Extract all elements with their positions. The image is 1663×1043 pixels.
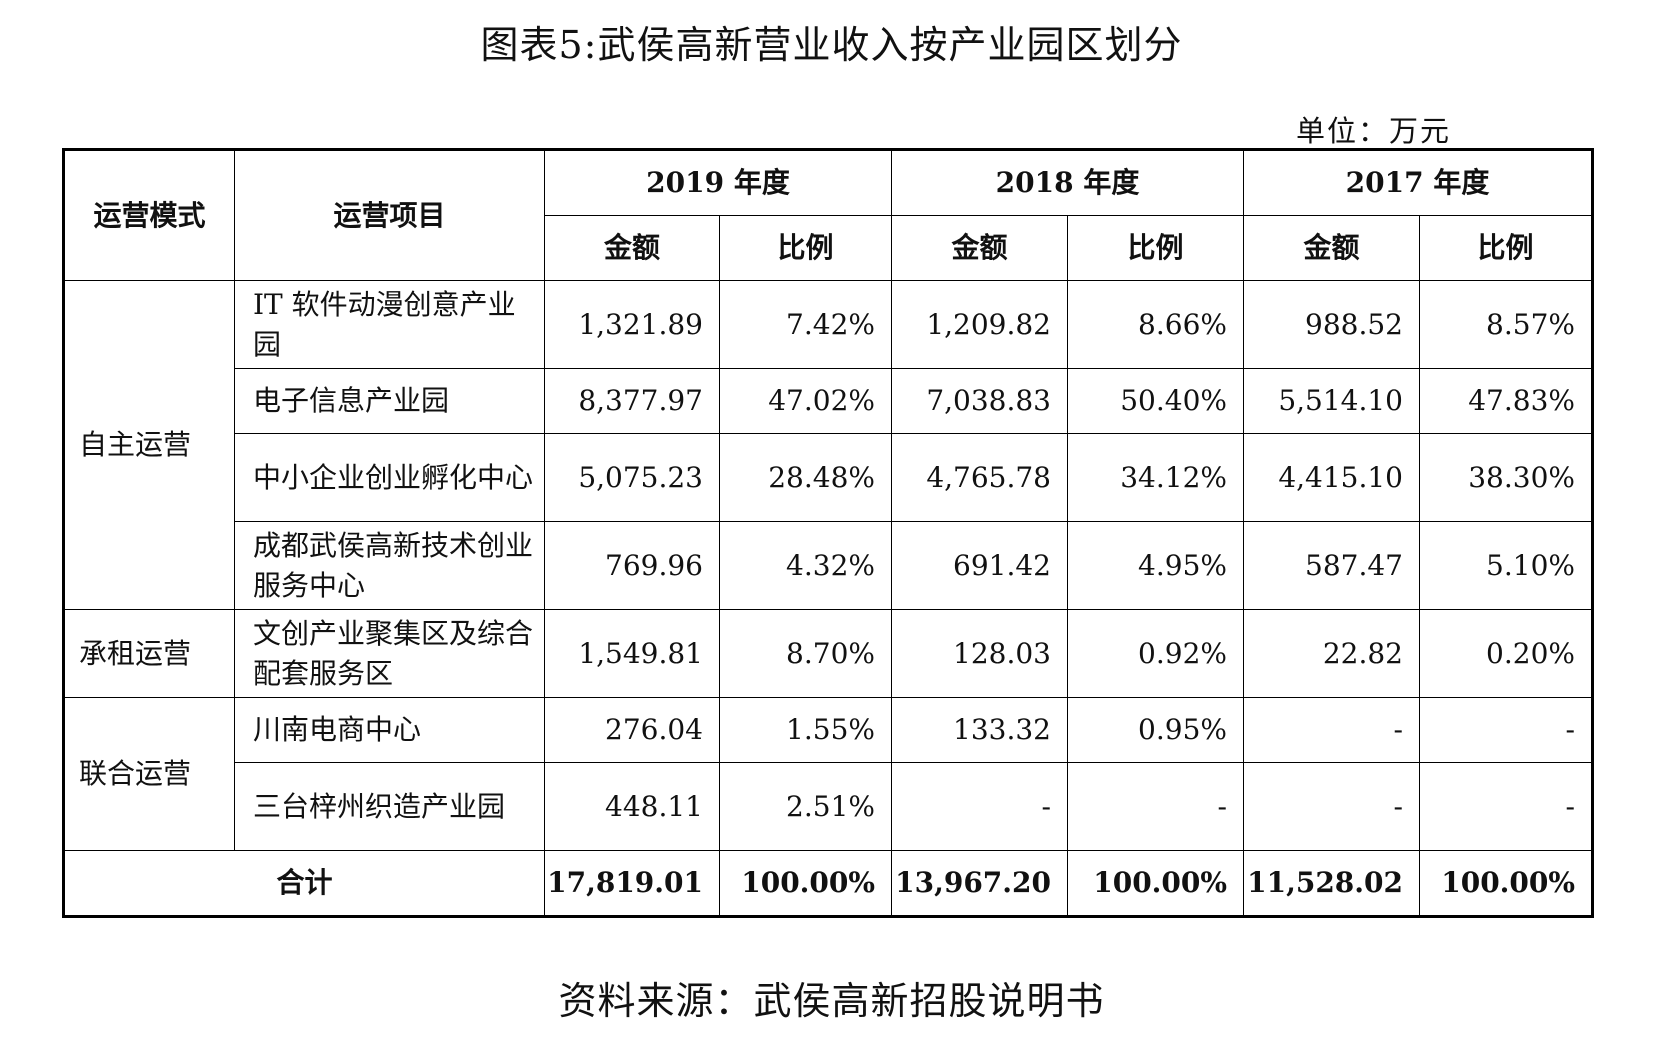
amount-2019-cell: 448.11 (544, 762, 720, 851)
amount-2019-cell: 769.96 (544, 521, 720, 610)
header-amount-2017: 金额 (1243, 215, 1420, 281)
amount-2017-cell: 988.52 (1243, 280, 1420, 369)
ratio-2018-cell: 0.95% (1067, 697, 1244, 763)
header-year-2018: 2018 年度 (891, 149, 1244, 216)
table-row: 联合运营 川南电商中心 276.04 1.55% 133.32 0.95% - … (63, 697, 1593, 851)
amount-2019-cell: 5,075.23 (544, 433, 720, 522)
unit-label: 单位：万元 (1296, 114, 1452, 148)
ratio-2019-cell: 4.32% (719, 521, 892, 610)
table-row: 电子信息产业园 8,377.97 47.02% 7,038.83 50.40% … (64, 368, 1593, 434)
amount-2017-cell: 4,415.10 (1243, 433, 1420, 522)
amount-2018-cell: 7,038.83 (891, 368, 1068, 434)
amount-2017-cell: - (1243, 697, 1420, 763)
project-cell: 中小企业创业孵化中心 (234, 433, 545, 522)
header-amount-2019: 金额 (544, 215, 720, 281)
amount-2017-cell: 587.47 (1243, 521, 1420, 610)
header-year-2017: 2017 年度 (1243, 149, 1593, 216)
total-label: 合计 (63, 850, 545, 917)
amount-2017-cell: - (1243, 762, 1420, 851)
header-ratio-2017: 比例 (1419, 215, 1593, 281)
project-cell: 成都武侯高新技术创业服务中心 (234, 521, 545, 610)
figure-title: 图表5:武侯高新营业收入按产业园区划分 (480, 23, 1183, 67)
total-amount-2019: 17,819.01 (544, 850, 720, 917)
amount-2018-cell: 1,209.82 (891, 280, 1068, 369)
ratio-2017-cell: 8.57% (1419, 280, 1593, 369)
total-ratio-2019: 100.00% (719, 850, 892, 917)
table-row: 承租运营 文创产业聚集区及综合配套服务区 1,549.81 8.70% 128.… (63, 609, 1593, 698)
amount-2018-cell: 691.42 (891, 521, 1068, 610)
mode-cell: 联合运营 (63, 697, 235, 851)
amount-2019-cell: 276.04 (544, 697, 720, 763)
ratio-2019-cell: 8.70% (719, 609, 892, 698)
ratio-2017-cell: 5.10% (1419, 521, 1593, 610)
ratio-2018-cell: 34.12% (1067, 433, 1244, 522)
amount-2018-cell: - (891, 762, 1068, 851)
ratio-2017-cell: 38.30% (1419, 433, 1593, 522)
ratio-2018-cell: 50.40% (1067, 368, 1244, 434)
revenue-table: 运营模式 运营项目 2019 年度 2018 年度 2017 年度 金额 比例 … (62, 148, 1594, 918)
table-row: 中小企业创业孵化中心 5,075.23 28.48% 4,765.78 34.1… (64, 433, 1593, 522)
ratio-2019-cell: 2.51% (719, 762, 892, 851)
source-note: 资料来源：武侯高新招股说明书 (558, 979, 1105, 1023)
table-row: 成都武侯高新技术创业服务中心 769.96 4.32% 691.42 4.95%… (64, 521, 1593, 610)
amount-2018-cell: 133.32 (891, 697, 1068, 763)
project-cell: 川南电商中心 (234, 697, 545, 763)
ratio-2017-cell: 47.83% (1419, 368, 1593, 434)
table-row: 三台梓州织造产业园 448.11 2.51% - - - - (64, 762, 1593, 851)
amount-2017-cell: 5,514.10 (1243, 368, 1420, 434)
ratio-2019-cell: 47.02% (719, 368, 892, 434)
amount-2019-cell: 1,321.89 (544, 280, 720, 369)
total-row: 合计 17,819.01 100.00% 13,967.20 100.00% 1… (63, 850, 1593, 917)
ratio-2018-cell: 0.92% (1067, 609, 1244, 698)
amount-2019-cell: 1,549.81 (544, 609, 720, 698)
project-cell: 电子信息产业园 (234, 368, 545, 434)
ratio-2019-cell: 7.42% (719, 280, 892, 369)
ratio-2019-cell: 28.48% (719, 433, 892, 522)
amount-2018-cell: 128.03 (891, 609, 1068, 698)
ratio-2017-cell: - (1419, 697, 1593, 763)
ratio-2019-cell: 1.55% (719, 697, 892, 763)
ratio-2018-cell: 4.95% (1067, 521, 1244, 610)
header-ratio-2019: 比例 (719, 215, 892, 281)
amount-2017-cell: 22.82 (1243, 609, 1420, 698)
amount-2019-cell: 8,377.97 (544, 368, 720, 434)
total-amount-2017: 11,528.02 (1243, 850, 1420, 917)
mode-cell: 自主运营 (63, 280, 235, 610)
ratio-2017-cell: 0.20% (1419, 609, 1593, 698)
header-ratio-2018: 比例 (1067, 215, 1244, 281)
project-cell: IT 软件动漫创意产业园 (234, 280, 545, 369)
mode-cell: 承租运营 (63, 609, 235, 698)
table-row: 自主运营 IT 软件动漫创意产业园 1,321.89 7.42% 1,209.8… (63, 280, 1593, 610)
header-row-years: 运营模式 运营项目 2019 年度 2018 年度 2017 年度 (63, 149, 1593, 281)
header-year-2019: 2019 年度 (544, 149, 892, 216)
ratio-2018-cell: - (1067, 762, 1244, 851)
header-mode: 运营模式 (63, 149, 235, 281)
total-ratio-2017: 100.00% (1419, 850, 1593, 917)
ratio-2017-cell: - (1419, 762, 1593, 851)
total-amount-2018: 13,967.20 (891, 850, 1068, 917)
header-project: 运营项目 (234, 149, 545, 281)
project-cell: 三台梓州织造产业园 (234, 762, 545, 851)
header-amount-2018: 金额 (891, 215, 1068, 281)
ratio-2018-cell: 8.66% (1067, 280, 1244, 369)
amount-2018-cell: 4,765.78 (891, 433, 1068, 522)
total-ratio-2018: 100.00% (1067, 850, 1244, 917)
project-cell: 文创产业聚集区及综合配套服务区 (234, 609, 545, 698)
